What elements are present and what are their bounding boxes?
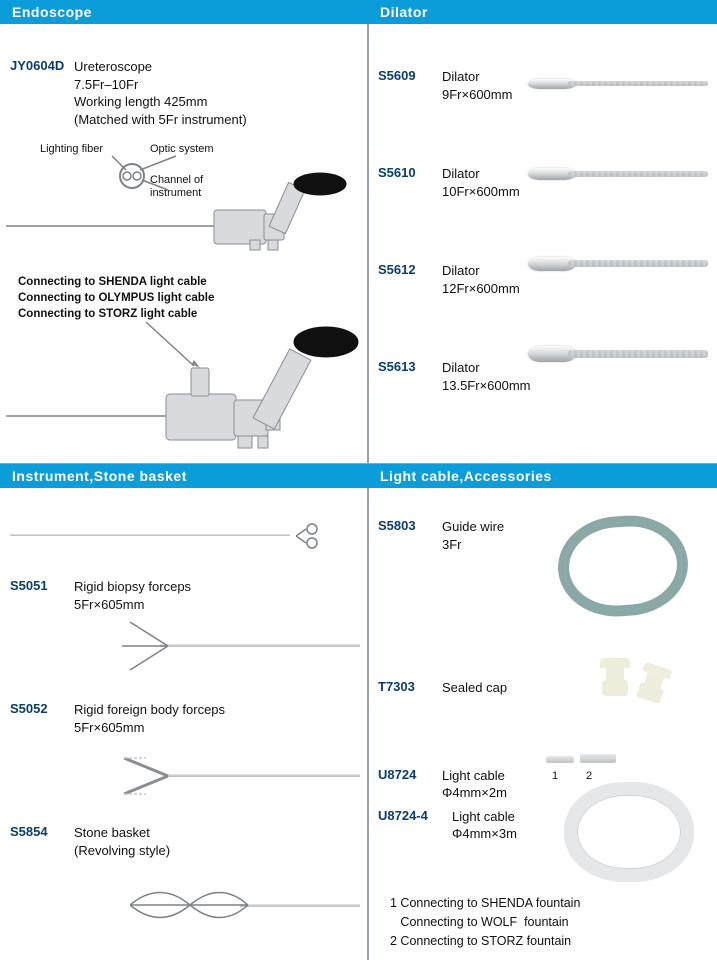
endoscope-diagram-2	[6, 320, 362, 450]
catalog-page: Endoscope JY0604D Ureteroscope 7.5Fr–10F…	[0, 0, 717, 960]
section-dilator: Dilator S5609 Dilator 9Fr×600mm S5610 Di…	[368, 0, 717, 464]
dilator-graphic	[528, 164, 708, 184]
product-desc: Stone basket (Revolving style)	[74, 824, 170, 859]
section-instrument: Instrument,Stone basket S5051 Rigid biop…	[0, 464, 368, 960]
product-desc: Light cable Φ4mm×3m	[452, 808, 517, 843]
product-code: S5613	[378, 359, 434, 374]
product-code: S5051	[10, 578, 66, 593]
stone-basket-icon	[130, 878, 250, 932]
endoscope-item: JY0604D Ureteroscope 7.5Fr–10Fr Working …	[0, 52, 368, 132]
legend-1: 1	[552, 770, 558, 782]
dilator-graphic	[528, 74, 708, 94]
product-code: U8724	[378, 767, 434, 782]
forceps-handle-icon	[296, 522, 340, 550]
dilator-graphic	[528, 254, 708, 274]
product-code: S5609	[378, 68, 434, 83]
product-desc: Dilator 10Fr×600mm	[442, 165, 520, 200]
product-desc: Sealed cap	[442, 679, 507, 697]
product-code: U8724-4	[378, 808, 444, 823]
section-accessories: Light cable,Accessories S5803 Guide wire…	[368, 464, 717, 960]
product-desc: Dilator 12Fr×600mm	[442, 262, 520, 297]
product-code: S5803	[378, 518, 434, 533]
forceps-graphic	[166, 774, 360, 777]
product-code: S5610	[378, 165, 434, 180]
product-desc: Dilator 13.5Fr×600mm	[442, 359, 531, 394]
product-code: S5052	[10, 701, 66, 716]
product-desc: Rigid biopsy forceps 5Fr×605mm	[74, 578, 191, 613]
biopsy-tip-icon	[120, 616, 180, 676]
endoscope-diagram-1	[6, 152, 362, 252]
product-code: T7303	[378, 679, 434, 694]
light-cable-graphic-inner	[570, 788, 688, 876]
forceps-wire	[10, 534, 290, 536]
instrument-item: S5854 Stone basket (Revolving style)	[0, 818, 368, 863]
section-endoscope: Endoscope JY0604D Ureteroscope 7.5Fr–10F…	[0, 0, 368, 464]
sealed-cap-graphic	[600, 658, 630, 698]
product-desc: Ureteroscope 7.5Fr–10Fr Working length 4…	[74, 58, 247, 128]
connector-1-graphic	[546, 756, 574, 763]
forceps-graphic	[160, 644, 360, 647]
section-header: Light cable,Accessories	[368, 464, 717, 488]
section-header: Instrument,Stone basket	[0, 464, 368, 488]
foreign-body-tip-icon	[116, 752, 180, 800]
legend-2: 2	[586, 770, 592, 782]
section-header: Endoscope	[0, 0, 368, 24]
footnotes: 1 Connecting to SHENDA fountain Connecti…	[390, 894, 580, 950]
dilator-graphic	[528, 344, 708, 364]
basket-graphic	[240, 904, 360, 907]
product-code: JY0604D	[10, 58, 66, 73]
connector-2-graphic	[580, 754, 616, 763]
product-desc: Rigid foreign body forceps 5Fr×605mm	[74, 701, 225, 736]
product-code: S5854	[10, 824, 66, 839]
product-desc: Dilator 9Fr×600mm	[442, 68, 512, 103]
light-cable-note: Connecting to SHENDA light cable Connect…	[18, 274, 214, 322]
instrument-item: S5052 Rigid foreign body forceps 5Fr×605…	[0, 695, 368, 740]
instrument-item: S5051 Rigid biopsy forceps 5Fr×605mm	[0, 572, 368, 617]
product-code: S5612	[378, 262, 434, 277]
product-desc: Guide wire 3Fr	[442, 518, 504, 553]
product-desc: Light cable Φ4mm×2m	[442, 767, 507, 802]
section-header: Dilator	[368, 0, 717, 24]
